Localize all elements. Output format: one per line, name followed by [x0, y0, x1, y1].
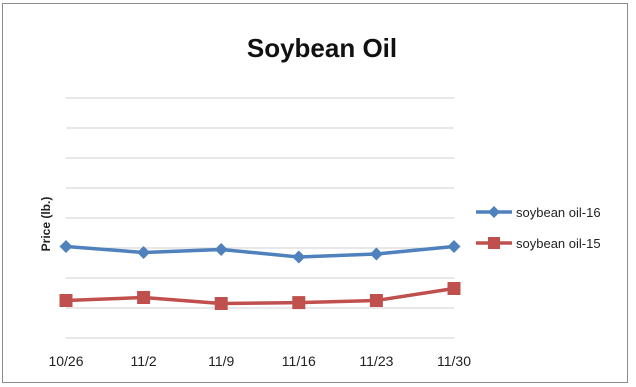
data-point: [214, 297, 228, 310]
data-point: [59, 240, 73, 253]
legend-label: soybean oil-16: [516, 205, 601, 220]
legend-marker: [488, 237, 500, 249]
x-axis-ticks: 10/26 11/2 11/9 11/16 11/23 11/30: [48, 353, 471, 369]
x-tick-label: 11/16: [282, 353, 316, 369]
chart-frame: [2, 3, 628, 383]
series-line-1: [65, 244, 455, 259]
chart-title: Soybean Oil: [247, 33, 397, 63]
data-point: [292, 296, 306, 310]
x-tick-label: 10/26: [48, 353, 83, 369]
x-tick-label: 11/23: [359, 353, 393, 369]
y-axis-label: Price (lb.): [39, 197, 53, 252]
data-point: [447, 240, 461, 253]
data-point: [369, 294, 383, 307]
series-line-2: [65, 286, 455, 306]
x-tick-label: 11/2: [130, 353, 156, 369]
legend-label: soybean oil-15: [516, 236, 601, 251]
series-group: [59, 240, 461, 310]
data-point: [137, 246, 151, 259]
data-point: [292, 250, 306, 264]
data-point: [137, 291, 151, 304]
gridlines: [66, 97, 454, 339]
data-point: [447, 282, 461, 295]
data-point: [369, 247, 383, 261]
legend-marker: [488, 206, 500, 218]
data-point: [59, 294, 73, 307]
legend-entry: soybean oil-15: [476, 236, 601, 251]
data-point: [214, 243, 228, 256]
x-tick-label: 11/9: [208, 353, 234, 369]
legend: soybean oil-16 soybean oil-15: [476, 205, 601, 251]
legend-entry: soybean oil-16: [476, 205, 601, 220]
x-tick-label: 11/30: [437, 353, 471, 369]
